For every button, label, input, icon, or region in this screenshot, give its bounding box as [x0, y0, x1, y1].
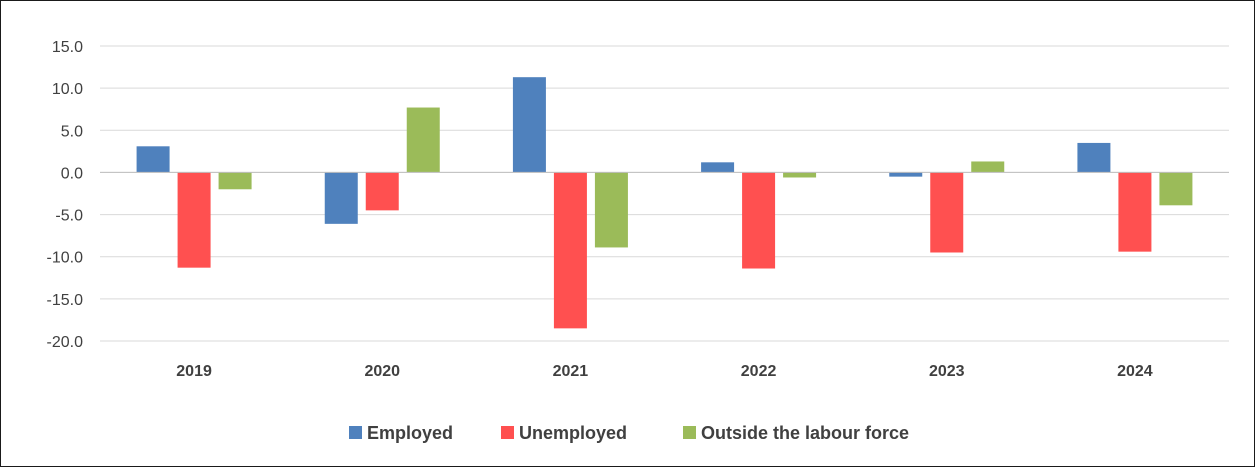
bar-employed-2024 — [1077, 142, 1111, 173]
bar-outside-the-labour-force-2021 — [594, 172, 628, 248]
bar-outside-the-labour-force-2020 — [406, 107, 440, 173]
bar-outside-the-labour-force-2024 — [1159, 172, 1193, 206]
bar-unemployed-2023 — [930, 172, 964, 253]
bar-employed-2020 — [324, 172, 358, 224]
y-tick-label: -10.0 — [47, 250, 84, 267]
legend-label: Unemployed — [519, 423, 627, 443]
y-tick-label: -5.0 — [55, 208, 83, 225]
bar-employed-2022 — [701, 162, 735, 173]
x-tick-label: 2019 — [176, 363, 212, 380]
bar-unemployed-2024 — [1118, 172, 1152, 252]
x-tick-label: 2021 — [553, 363, 589, 380]
bar-outside-the-labour-force-2019 — [218, 172, 252, 190]
x-tick-label: 2024 — [1117, 363, 1153, 380]
bar-unemployed-2021 — [553, 172, 587, 329]
bar-unemployed-2022 — [742, 172, 776, 269]
legend: Employed Unemployed Outside the labour for… — [349, 423, 909, 443]
x-tick-label: 2020 — [364, 363, 400, 380]
legend-swatch — [349, 426, 362, 439]
x-tick-label: 2023 — [929, 363, 965, 380]
y-tick-label: -15.0 — [47, 292, 84, 309]
bars — [136, 77, 1193, 329]
bar-outside-the-labour-force-2022 — [783, 172, 817, 178]
gridlines — [100, 45, 1229, 342]
legend-label: Employed — [367, 423, 453, 443]
bar-employed-2021 — [512, 77, 546, 173]
bar-employed-2019 — [136, 146, 170, 173]
bar-outside-the-labour-force-2023 — [971, 161, 1005, 173]
bar-employed-2023 — [889, 172, 923, 177]
x-tick-label: 2022 — [741, 363, 777, 380]
y-tick-label: 10.0 — [52, 81, 83, 98]
y-axis-tick-labels: 15.0 10.0 5.0 0.0 -5.0 -10.0 -15.0 -20.0 — [47, 39, 84, 351]
legend-label: Outside the labour force — [701, 423, 909, 443]
bar-unemployed-2020 — [365, 172, 399, 211]
y-tick-label: 5.0 — [61, 123, 83, 140]
x-axis-tick-labels: 2019 2020 2021 2022 2023 2024 — [176, 363, 1153, 380]
y-tick-label: 15.0 — [52, 39, 83, 56]
legend-swatch — [683, 426, 696, 439]
y-tick-label: -20.0 — [47, 334, 84, 351]
bar-unemployed-2019 — [177, 172, 211, 268]
y-tick-label: 0.0 — [61, 165, 83, 182]
legend-swatch — [501, 426, 514, 439]
